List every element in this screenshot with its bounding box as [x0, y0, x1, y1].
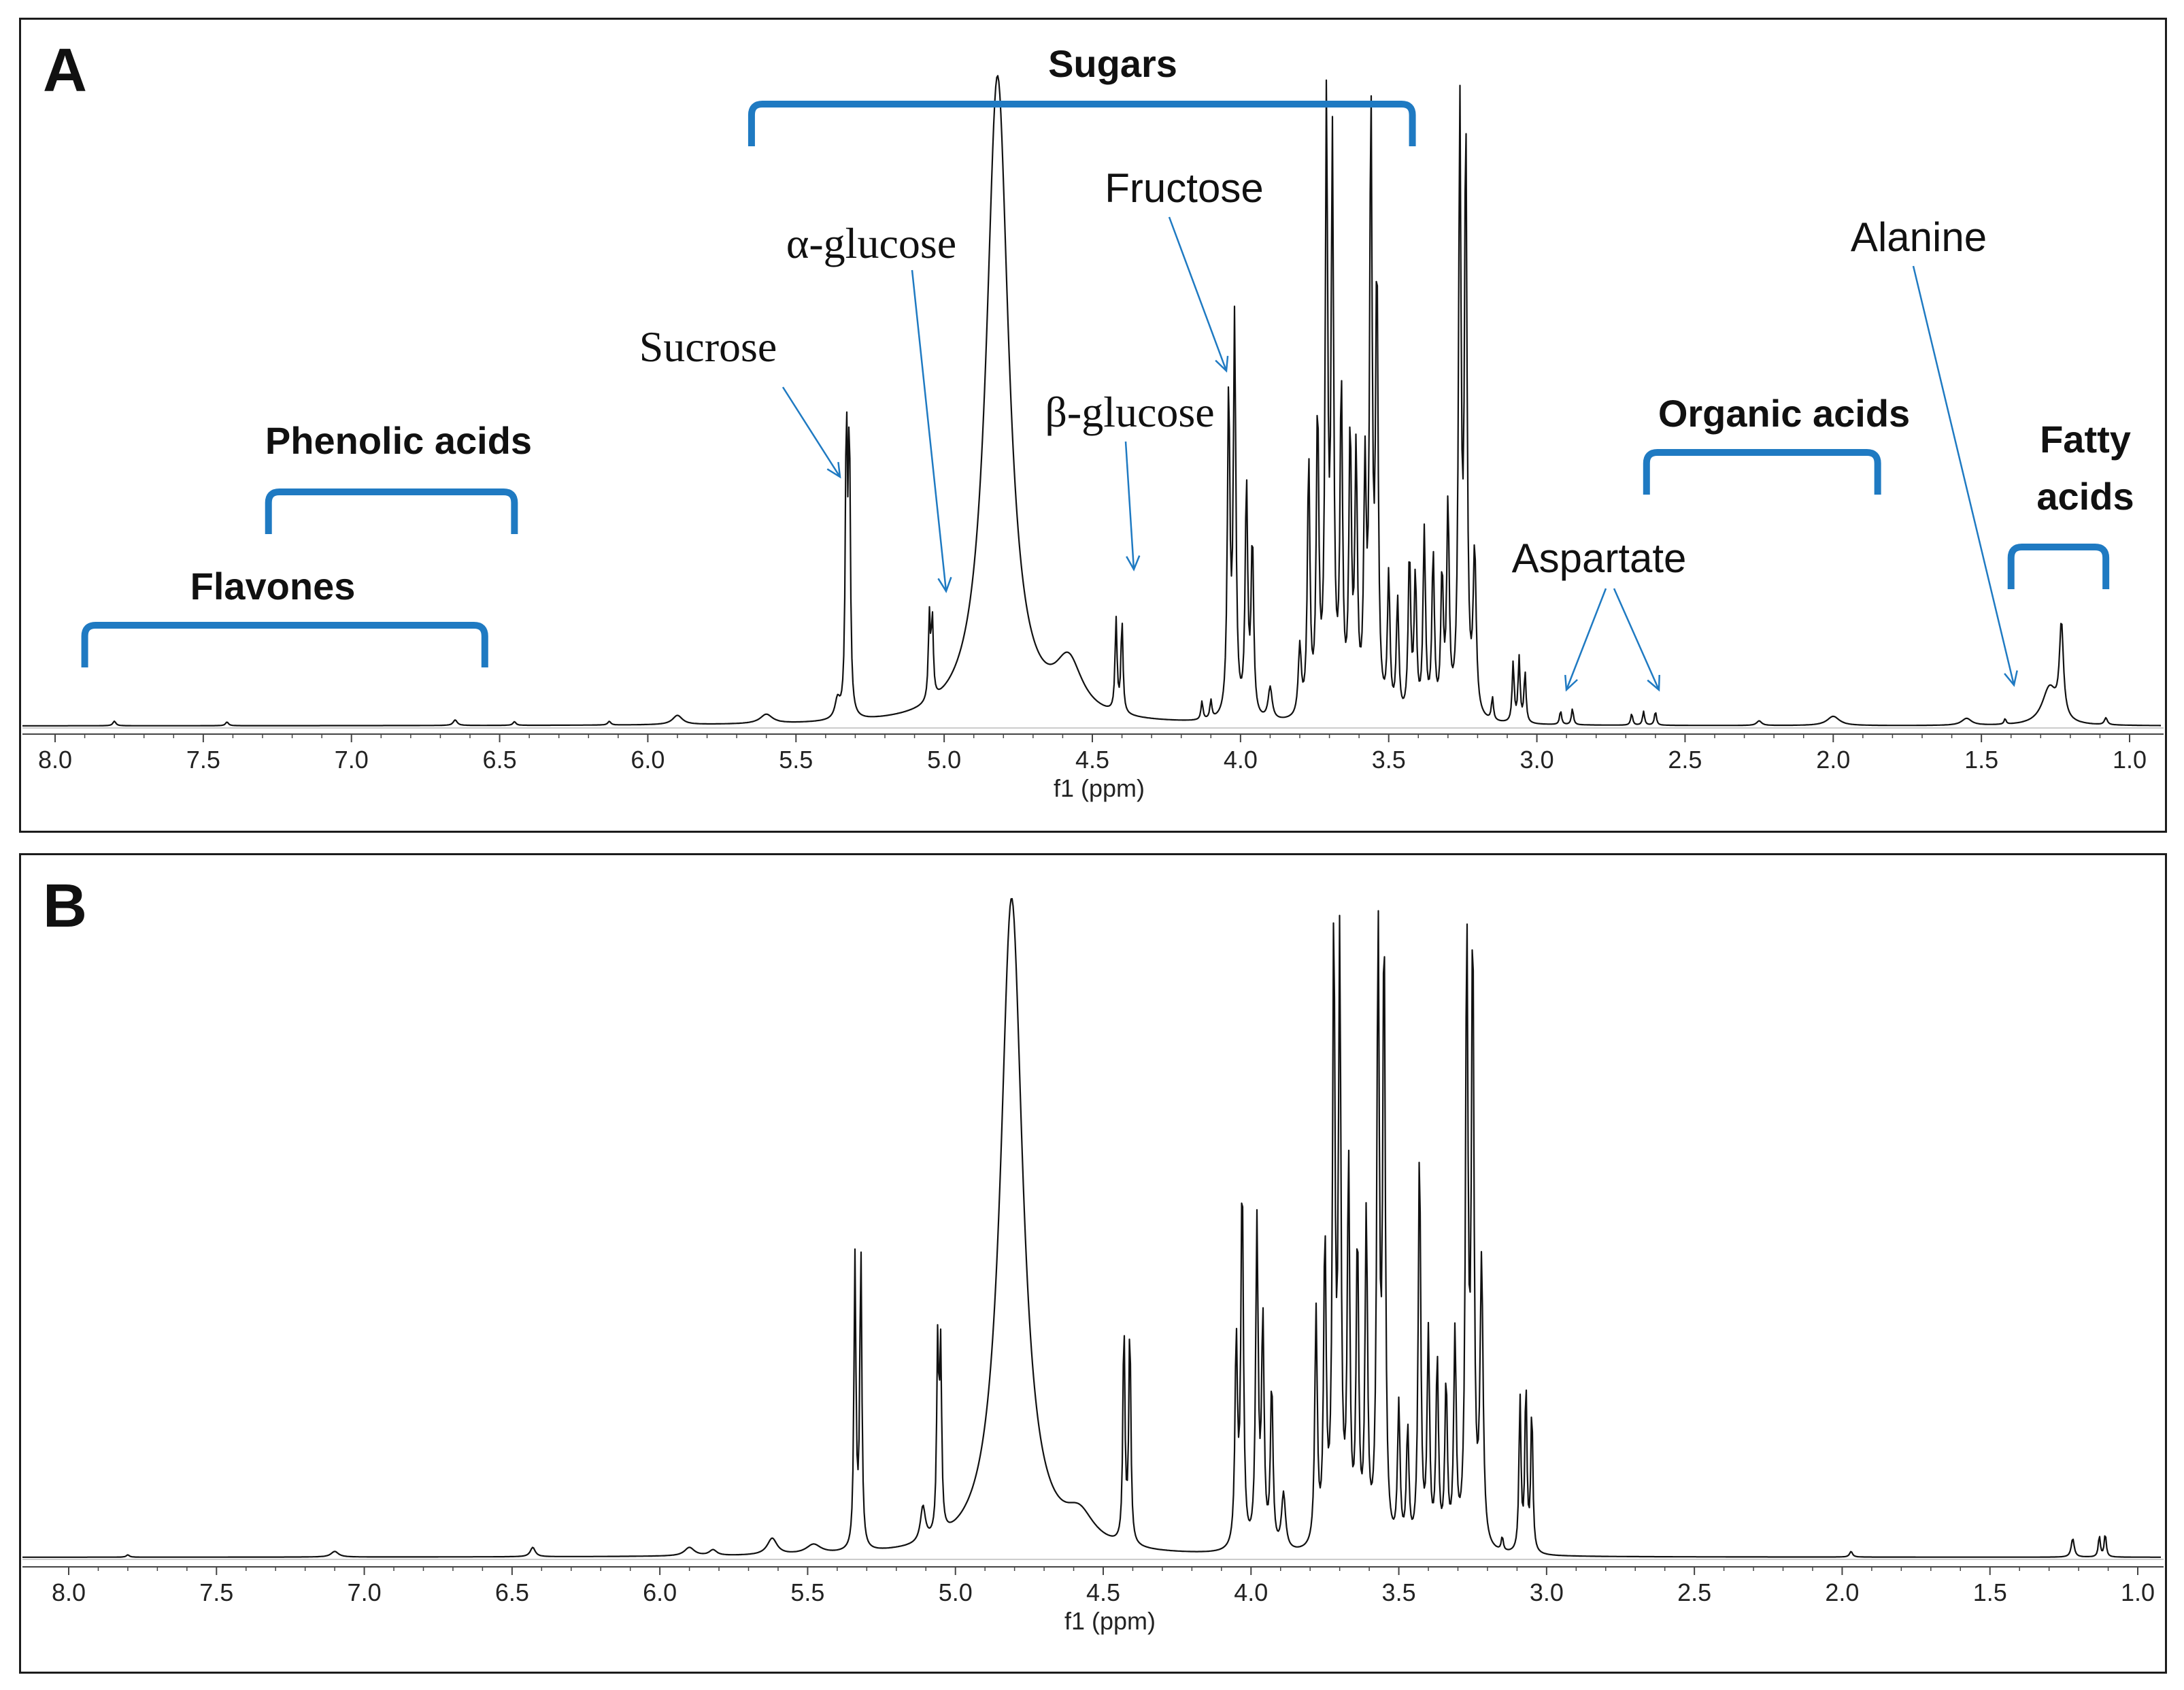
group-label: Fatty acids	[2036, 418, 2134, 518]
x-tick-label: 3.5	[1372, 746, 1406, 774]
x-axis-title: f1 (ppm)	[1064, 1607, 1156, 1635]
compound-arrow	[1124, 441, 1135, 570]
compound-label: Aspartate	[1512, 535, 1687, 581]
x-tick-label: 7.5	[186, 746, 220, 774]
x-tick-label: 1.0	[2113, 746, 2147, 774]
compound-arrowhead	[1647, 674, 1660, 692]
group-label: Sugars	[1048, 42, 1177, 85]
compound-arrowhead	[2004, 670, 2018, 687]
spectrum-trace-a	[22, 75, 2161, 727]
x-tick-label: 4.5	[1075, 746, 1109, 774]
compound-label: β-glucose	[1045, 388, 1214, 436]
compound-arrow	[1168, 216, 1228, 371]
x-tick-label: 6.0	[631, 746, 665, 774]
x-tick-label: 2.5	[1668, 746, 1702, 774]
x-tick-label: 2.5	[1677, 1578, 1711, 1606]
compound-arrowhead	[1215, 355, 1229, 373]
compound-arrow	[1912, 265, 2015, 686]
compound-arrowhead	[1126, 555, 1141, 571]
group-label: Organic acids	[1658, 392, 1910, 435]
group-bracket	[2007, 544, 2110, 589]
x-axis-title: f1 (ppm)	[1054, 774, 1145, 802]
x-tick-label: 7.0	[348, 1578, 382, 1606]
x-tick-label: 5.5	[790, 1578, 824, 1606]
panel-b: B 8.0 7.5 7.0 6.5 6.0 5.5 5.0 4.5 4.0 3.5 3.0 2.5 2.…	[19, 853, 2167, 1674]
compound-arrow	[911, 269, 947, 592]
group-bracket	[1643, 449, 1881, 495]
x-tick-label: 2.0	[1816, 746, 1850, 774]
x-tick-label: 1.5	[1973, 1578, 2007, 1606]
group-bracket	[265, 488, 518, 534]
panel-b-letter: B	[43, 872, 87, 940]
x-tick-label: 5.0	[939, 1578, 973, 1606]
compound-arrowhead	[937, 576, 952, 593]
panel-a-letter: A	[43, 37, 87, 105]
x-tick-label: 7.0	[335, 746, 369, 774]
x-tick-label: 5.5	[779, 746, 813, 774]
panel-a: A 8.0 7.5 7.0 6.5 6.0 5.5 5.0 4.5 4.0 3.5 3.0 2.5 2.…	[19, 18, 2167, 833]
x-tick-label: 3.0	[1530, 1578, 1564, 1606]
compound-label: Sucrose	[639, 322, 777, 371]
x-tick-label: 4.0	[1234, 1578, 1268, 1606]
compound-arrow	[1565, 588, 1607, 691]
x-tick-label: 1.0	[2121, 1578, 2155, 1606]
compound-arrowhead	[1564, 674, 1578, 692]
panel-b-plot: 8.0 7.5 7.0 6.5 6.0 5.5 5.0 4.5 4.0 3.5 3.0 2.5 2.0 1…	[22, 897, 2164, 1635]
x-tick-label: 4.0	[1224, 746, 1258, 774]
x-tick-label: 2.0	[1825, 1578, 1859, 1606]
x-tick-label: 7.5	[199, 1578, 233, 1606]
panel-a-plot: 8.0 7.5 7.0 6.5 6.0 5.5 5.0 4.5 4.0 3.5 3.0 2.5 2.0 1…	[22, 42, 2164, 802]
spectrum-trace-b	[22, 897, 2161, 1558]
x-tick-label: 1.5	[1964, 746, 1998, 774]
x-tick-label: 3.0	[1520, 746, 1554, 774]
compound-arrow	[782, 386, 841, 478]
group-label-line: acids	[2036, 475, 2134, 518]
group-label-line: Fatty	[2040, 418, 2131, 461]
x-tick-label: 8.0	[52, 1578, 86, 1606]
x-tick-label: 4.5	[1086, 1578, 1120, 1606]
group-bracket	[81, 622, 488, 667]
x-tick-label: 5.0	[927, 746, 961, 774]
x-tick-label: 6.0	[643, 1578, 677, 1606]
group-label: Flavones	[190, 565, 356, 608]
compound-label: Fructose	[1105, 165, 1263, 211]
compound-arrow	[1613, 588, 1660, 691]
x-tick-label: 6.5	[483, 746, 517, 774]
group-bracket	[747, 101, 1416, 146]
compound-label: α-glucose	[786, 219, 956, 267]
compound-label: Alanine	[1851, 214, 1987, 260]
x-tick-label: 8.0	[38, 746, 72, 774]
group-label: Phenolic acids	[265, 419, 532, 462]
x-tick-label: 3.5	[1382, 1578, 1416, 1606]
x-tick-label: 6.5	[495, 1578, 529, 1606]
compound-arrowhead	[826, 462, 841, 479]
